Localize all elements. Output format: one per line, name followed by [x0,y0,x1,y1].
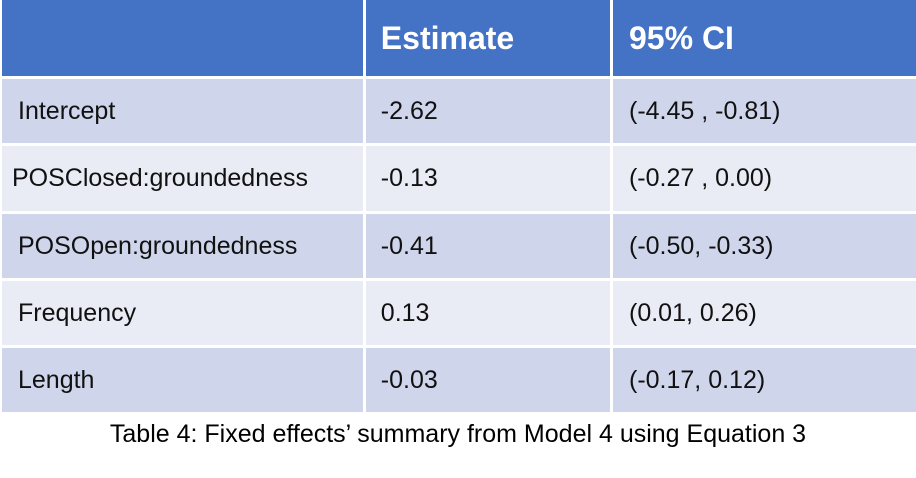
header-estimate: Estimate [365,0,610,76]
header-term [2,0,363,76]
estimate-cell: -0.03 [365,348,610,412]
fixed-effects-table: Estimate 95% CI Intercept -2.62 (-4.45 ,… [2,0,916,412]
estimate-cell: 0.13 [365,281,610,345]
estimate-cell: -2.62 [365,79,610,143]
table-caption: Table 4: Fixed effects’ summary from Mod… [109,420,807,448]
table-row: Frequency 0.13 (0.01, 0.26) [2,281,916,345]
table-row: Intercept -2.62 (-4.45 , -0.81) [2,79,916,143]
header-ci: 95% CI [613,0,916,76]
table-header-row: Estimate 95% CI [2,0,916,76]
estimate-cell: -0.13 [365,146,610,211]
term-cell: Frequency [2,281,363,345]
term-cell: Length [2,348,363,412]
ci-cell: (-4.45 , -0.81) [613,79,916,143]
table-row: POSClosed:groundedness -0.13 (-0.27 , 0.… [2,146,916,211]
table-row: POSOpen:groundedness -0.41 (-0.50, -0.33… [2,214,916,278]
term-cell: POSOpen:groundedness [2,214,363,278]
estimate-cell: -0.41 [365,214,610,278]
term-cell: POSClosed:groundedness [2,146,363,211]
term-cell: Intercept [2,79,363,143]
ci-cell: (-0.50, -0.33) [613,214,916,278]
ci-cell: (0.01, 0.26) [613,281,916,345]
ci-cell: (-0.27 , 0.00) [612,146,916,211]
table-row: Length -0.03 (-0.17, 0.12) [2,348,916,412]
ci-cell: (-0.17, 0.12) [613,348,916,412]
